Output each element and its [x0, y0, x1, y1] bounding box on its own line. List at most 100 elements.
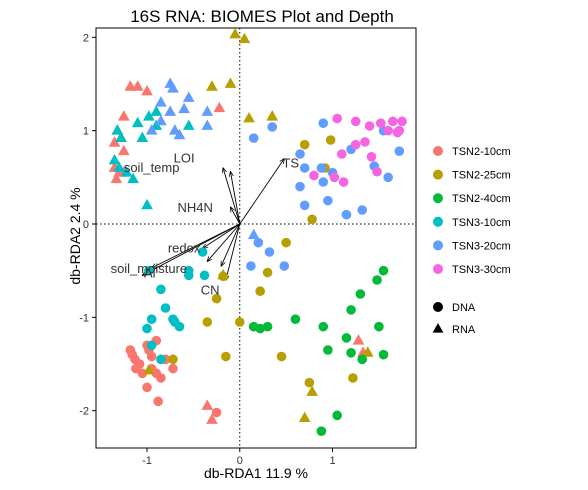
data-point-circle: [323, 196, 333, 206]
data-point-circle: [295, 182, 305, 192]
data-point-circle: [374, 322, 384, 332]
data-point-circle: [379, 266, 389, 276]
legend-color-label: TSN2-40cm: [452, 193, 511, 205]
data-point-circle: [326, 135, 336, 145]
data-point-circle: [153, 397, 163, 407]
data-point-circle: [200, 271, 210, 281]
data-point-circle: [383, 126, 393, 136]
data-point-circle: [346, 305, 356, 315]
data-point-circle: [142, 383, 152, 393]
data-point-circle: [317, 163, 327, 173]
data-point-circle: [318, 118, 328, 128]
x-tick-label: -1: [142, 455, 152, 467]
data-point-circle: [170, 317, 180, 327]
legend-color-label: TSN2-25cm: [452, 170, 511, 182]
legend-color-swatch: [433, 170, 443, 180]
data-point-circle: [323, 345, 333, 355]
data-point-circle: [156, 285, 166, 295]
data-point-circle: [263, 268, 273, 278]
data-point-circle: [156, 373, 166, 383]
data-point-circle: [367, 152, 377, 162]
data-point-circle: [351, 140, 361, 150]
data-point-circle: [395, 146, 405, 156]
data-point-circle: [265, 247, 275, 257]
data-point-circle: [356, 289, 366, 299]
legend-shape-circle: [433, 302, 443, 312]
data-point-circle: [246, 261, 256, 271]
data-point-circle: [147, 341, 157, 351]
legend-color-swatch: [433, 193, 443, 203]
data-point-circle: [346, 348, 356, 358]
data-point-circle: [147, 352, 157, 362]
data-point-circle: [254, 238, 264, 248]
data-point-circle: [348, 373, 358, 383]
data-point-circle: [379, 350, 389, 360]
legend-color-swatch: [433, 264, 443, 274]
data-point-circle: [337, 149, 347, 159]
data-point-circle: [147, 314, 157, 324]
data-point-circle: [342, 333, 352, 343]
data-point-circle: [332, 114, 342, 124]
legend-color-swatch: [433, 146, 443, 156]
data-point-circle: [291, 314, 301, 324]
data-point-circle: [249, 133, 259, 143]
vector-label: redox: [168, 240, 201, 255]
legend-color-label: TSN2-10cm: [452, 146, 511, 158]
data-point-circle: [156, 355, 166, 365]
data-point-circle: [372, 167, 382, 177]
legend-color-label: TSN3-20cm: [452, 240, 511, 252]
legend-color-swatch: [433, 217, 443, 227]
data-point-circle: [376, 118, 386, 128]
data-point-circle: [300, 163, 310, 173]
data-point-circle: [277, 352, 287, 362]
y-tick-label: 0: [83, 219, 89, 231]
legend-color-label: TSN3-30cm: [452, 264, 511, 276]
data-point-circle: [307, 215, 317, 225]
data-point-circle: [267, 122, 277, 132]
legend: TSN2-10cm TSN2-25cm TSN2-40cm TSN3-10cm TSN3…: [433, 146, 511, 336]
y-tick-label: 2: [83, 32, 89, 44]
legend-color-swatch: [433, 240, 443, 250]
vector-label: TS: [282, 155, 299, 170]
legend-shape-triangle: [433, 323, 444, 333]
data-point-circle: [318, 177, 328, 187]
data-point-circle: [357, 205, 367, 215]
x-axis-label: db-RDA1 11.9 %: [204, 465, 308, 481]
data-point-circle: [317, 426, 327, 436]
data-point-circle: [339, 177, 349, 187]
data-point-circle: [255, 286, 265, 296]
data-point-circle: [342, 210, 352, 220]
chart-title: 16S RNA: BIOMES Plot and Depth: [130, 7, 394, 26]
data-point-circle: [203, 317, 213, 327]
data-point-circle: [263, 322, 273, 332]
vector-label: CN: [201, 282, 220, 297]
vector-label: NH4N: [178, 200, 213, 215]
data-point-circle: [395, 126, 405, 136]
y-tick-label: -2: [79, 406, 89, 418]
legend-shape-label: RNA: [452, 324, 476, 336]
y-tick-label: 1: [83, 126, 89, 138]
legend-color-label: TSN3-10cm: [452, 217, 511, 229]
data-point-circle: [300, 201, 310, 211]
data-point-circle: [388, 117, 398, 127]
data-point-circle: [360, 137, 370, 147]
data-point-circle: [235, 317, 245, 327]
data-point-circle: [161, 303, 171, 313]
data-point-circle: [397, 117, 407, 127]
data-point-circle: [372, 275, 382, 285]
vector-label: Al: [144, 266, 156, 281]
data-point-circle: [168, 364, 178, 374]
data-point-circle: [279, 261, 289, 271]
y-axis-label: db-RDA2 2.4 %: [67, 187, 83, 284]
data-point-circle: [383, 173, 393, 183]
data-point-circle: [318, 322, 328, 332]
data-point-circle: [351, 117, 361, 127]
data-point-circle: [357, 355, 367, 365]
data-point-circle: [300, 140, 310, 150]
data-point-circle: [305, 378, 315, 388]
data-point-circle: [365, 121, 375, 131]
legend-shape-label: DNA: [452, 302, 476, 314]
vector-label: soil_temp: [124, 160, 180, 175]
